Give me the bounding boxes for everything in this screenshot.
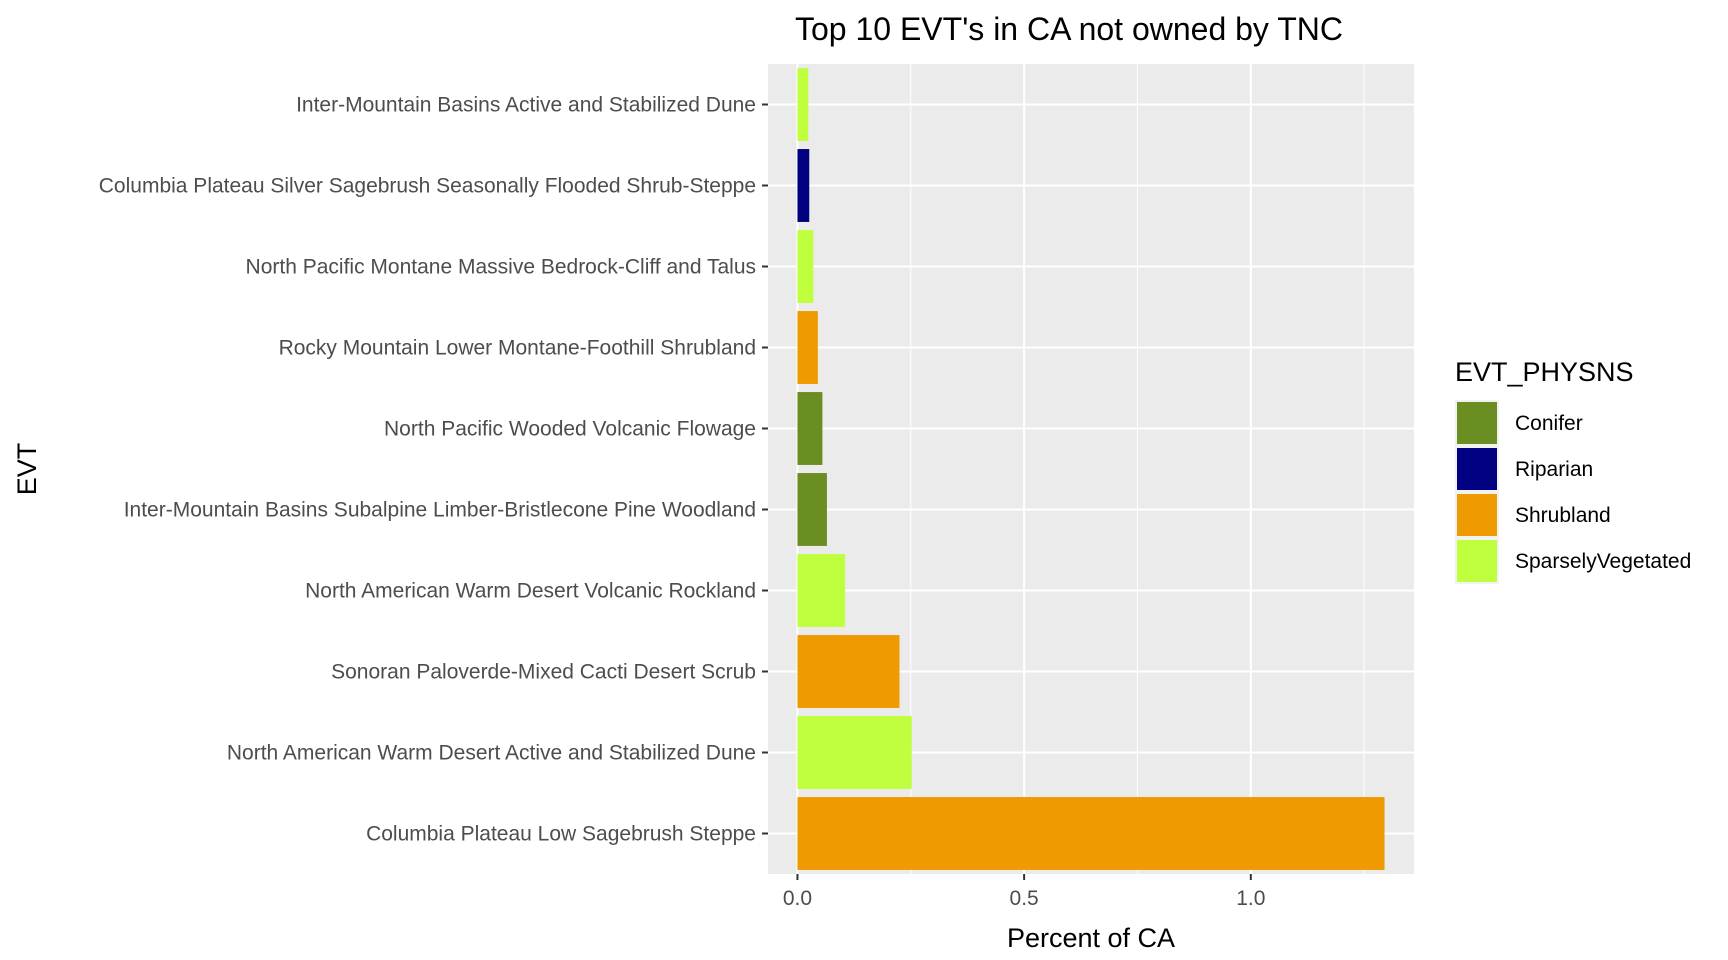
bar	[797, 716, 912, 789]
bar	[797, 149, 810, 222]
x-tick-label: 0.0	[783, 887, 812, 910]
legend-key	[1457, 448, 1497, 490]
y-tick-label: Inter-Mountain Basins Subalpine Limber-B…	[124, 499, 756, 522]
y-tick-label: Columbia Plateau Low Sagebrush Steppe	[366, 823, 756, 846]
y-tick-label: Sonoran Paloverde-Mixed Cacti Desert Scr…	[331, 661, 756, 684]
x-axis-title: Percent of CA	[1007, 923, 1175, 953]
bar	[797, 311, 818, 384]
legend-label: Riparian	[1515, 458, 1593, 481]
y-axis: Inter-Mountain Basins Active and Stabili…	[99, 94, 768, 846]
y-tick-label: Columbia Plateau Silver Sagebrush Season…	[99, 175, 756, 198]
y-axis-title: EVT	[12, 443, 42, 496]
chart-title: Top 10 EVT's in CA not owned by TNC	[795, 11, 1343, 47]
legend-key	[1457, 402, 1497, 444]
bar	[797, 230, 814, 303]
x-tick-label: 0.5	[1010, 887, 1039, 910]
bar	[797, 473, 827, 546]
y-tick-label: Rocky Mountain Lower Montane-Foothill Sh…	[279, 337, 756, 360]
bar	[797, 797, 1385, 870]
bar	[797, 554, 846, 627]
x-tick-label: 1.0	[1236, 887, 1265, 910]
legend-label: Shrubland	[1515, 504, 1611, 527]
x-axis: 0.0 0.5 1.0	[783, 874, 1265, 910]
legend-key	[1457, 540, 1497, 582]
bar	[797, 68, 809, 141]
y-tick-label: North American Warm Desert Volcanic Rock…	[305, 580, 756, 603]
y-tick-label: North Pacific Montane Massive Bedrock-Cl…	[246, 256, 756, 279]
y-tick-label: North American Warm Desert Active and St…	[227, 742, 756, 765]
legend-title: EVT_PHYSNS	[1455, 357, 1634, 387]
bar	[797, 392, 823, 465]
legend-label: SparselyVegetated	[1515, 550, 1691, 573]
bars	[797, 68, 1385, 870]
legend-label: Conifer	[1515, 412, 1583, 435]
y-tick-label: Inter-Mountain Basins Active and Stabili…	[296, 94, 756, 117]
y-tick-label: North Pacific Wooded Volcanic Flowage	[384, 418, 756, 441]
bar	[797, 635, 900, 708]
legend: EVT_PHYSNS Conifer Riparian Shrubland Spars…	[1455, 357, 1691, 584]
legend-key	[1457, 494, 1497, 536]
